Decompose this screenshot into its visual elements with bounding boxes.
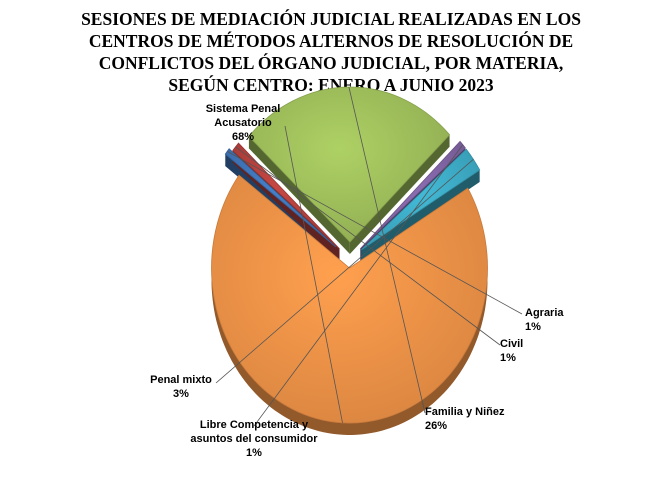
data-label-6: Penal mixto <box>150 374 212 386</box>
data-label-1: Sistema Penal <box>206 103 281 115</box>
chart-title: SESIONES DE MEDIACIÓN JUDICIAL REALIZADA… <box>0 8 662 96</box>
leader-line-4 <box>348 86 426 414</box>
chart-title-line-4: SEGÚN CENTRO: ENERO A JUNIO 2023 <box>168 75 494 95</box>
leader-line-6 <box>215 158 474 384</box>
leader-line-2 <box>227 151 523 315</box>
chart-title-line-1: SESIONES DE MEDIACIÓN JUDICIAL REALIZADA… <box>81 9 581 29</box>
data-label-2: Agraria <box>525 307 564 319</box>
data-label-5: Libre Competencia y <box>200 419 309 431</box>
chart-title-line-3: CONFLICTOS DEL ÓRGANO JUDICIAL, POR MATE… <box>98 53 564 73</box>
leader-lines <box>215 86 523 427</box>
leader-line-1 <box>284 125 343 423</box>
data-label-pct-5: 1% <box>246 447 262 459</box>
data-label-pct-3: 1% <box>500 352 516 364</box>
slice-wall-6-2 <box>361 169 480 262</box>
pie-slice-5 <box>360 140 466 249</box>
data-labels: Sistema PenalAcusatorio68%Agraria1%Civil… <box>150 103 564 459</box>
data-label-pct-2: 1% <box>525 321 541 333</box>
data-label-3: Civil <box>500 338 523 350</box>
data-label-5: asuntos del consumidor <box>190 433 318 445</box>
leader-line-3 <box>235 146 501 346</box>
leader-line-5 <box>253 144 464 427</box>
data-label-pct-6: 3% <box>173 388 189 400</box>
data-label-1: Acusatorio <box>214 117 272 129</box>
data-label-pct-4: 26% <box>425 420 447 432</box>
data-label-4: Familia y Niñez <box>425 406 505 418</box>
chart-title-line-2: CENTROS DE MÉTODOS ALTERNOS DE RESOLUCIÓ… <box>88 31 574 51</box>
pie-slices <box>211 86 488 424</box>
slice-wall-4-2 <box>349 134 450 255</box>
data-label-pct-1: 68% <box>232 131 254 143</box>
pie-slice-2 <box>224 148 337 248</box>
